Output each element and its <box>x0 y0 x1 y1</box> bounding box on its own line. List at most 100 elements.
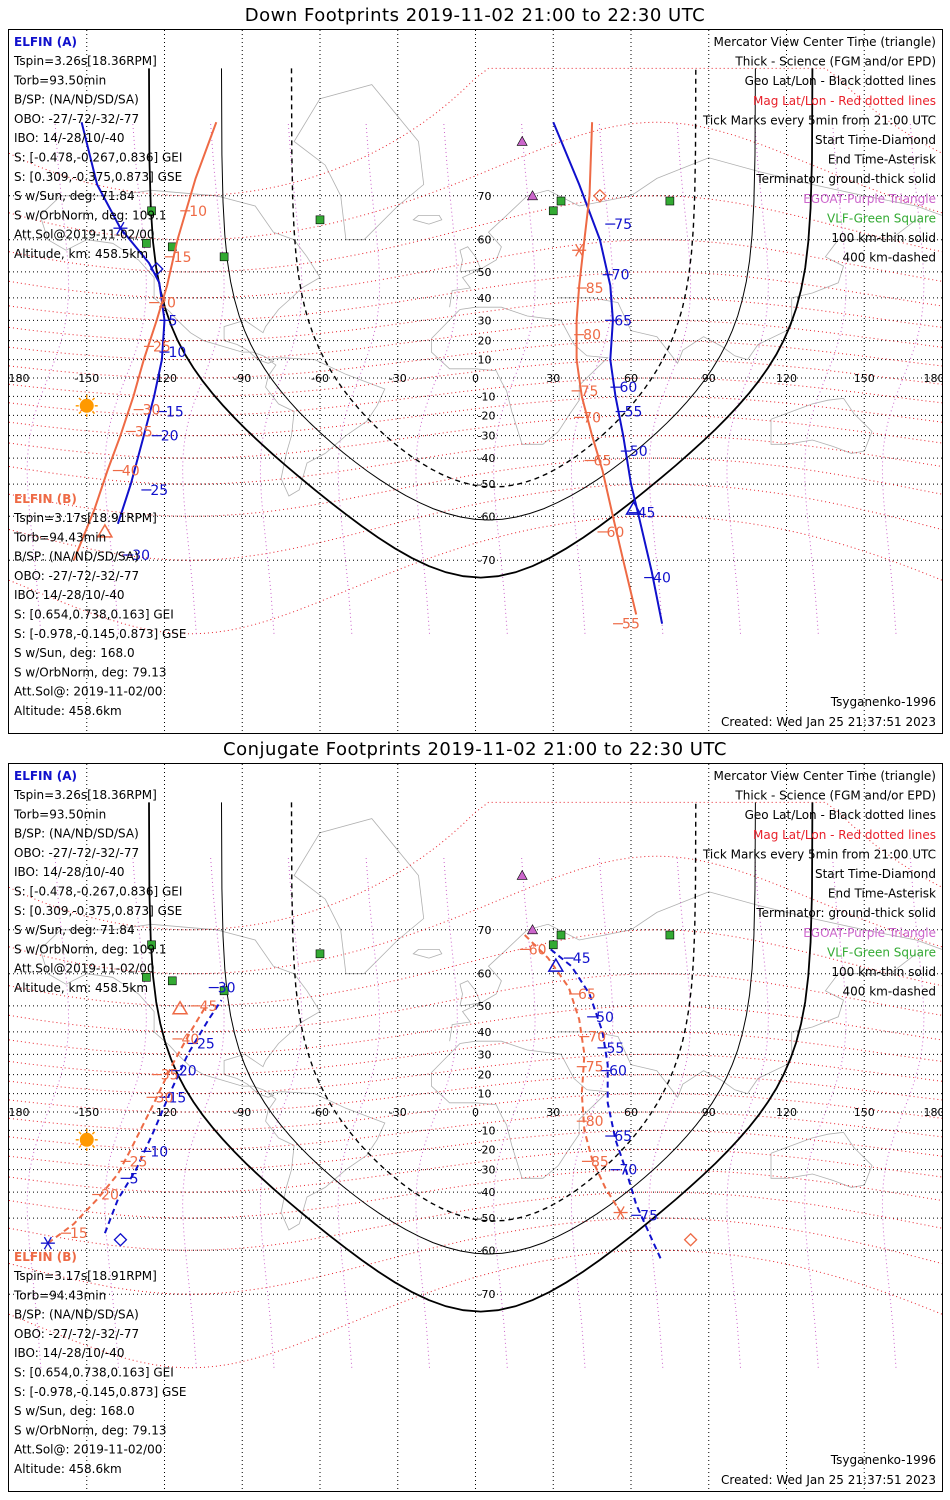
center-time-triangle <box>171 1000 189 1015</box>
sun-ray <box>91 397 96 401</box>
conjugate-footprints-panel: -180 -150 -120 -90 -60 -30 0 30 60 90 120 150 180 -70… <box>5 763 945 1492</box>
legend-entry: Mag Lat/Lon - Red dotted lines <box>753 94 936 108</box>
time-tick-label: 50 <box>596 1010 614 1026</box>
elfin-a-param: B/SP: (NA/ND/SD/SA) <box>14 827 139 841</box>
lat-tick-label: 30 <box>478 1048 492 1061</box>
lon-tick-label: -60 <box>311 372 329 385</box>
terminator-ground <box>148 802 814 1313</box>
legend-entry: Thick - Science (FGM and/or EPD) <box>734 789 936 803</box>
lat-tick-label: -10 <box>478 390 496 403</box>
coastline-outline <box>459 246 482 273</box>
lon-tick-label: -60 <box>311 1106 329 1119</box>
egoat-marker <box>527 924 539 935</box>
mag-latitude-line <box>8 67 943 197</box>
lon-tick-label: -180 <box>9 1106 29 1119</box>
mag-latitude-line <box>8 1005 943 1055</box>
elfin-a-param: S: [-0.478,-0.267,0.836] GEI <box>14 151 182 165</box>
time-tick-label: 80 <box>586 1114 604 1130</box>
mag-longitude-line <box>726 122 769 634</box>
lon-tick-label: 180 <box>924 1106 943 1119</box>
sun-ray <box>91 1131 96 1135</box>
elfin-b-param: S w/Sun, deg: 168.0 <box>14 1404 135 1418</box>
legend-entry: Start Time-Diamond <box>815 133 936 147</box>
mag-latitude-line <box>8 435 943 485</box>
mag-latitude-line <box>8 340 943 379</box>
legend-entry: Mag Lat/Lon - Red dotted lines <box>753 828 936 842</box>
coastline-outline <box>265 1091 386 1231</box>
mag-longitude-line <box>337 122 381 634</box>
elfin-b-param: IBO: 14/-28/10/-40 <box>14 1346 125 1360</box>
elfin-b-param: OBO: -27/-72/-32/-77 <box>14 569 139 583</box>
terminator-400km <box>290 68 697 488</box>
lon-tick-label: -120 <box>152 1106 177 1119</box>
time-tick-label: 60 <box>609 1064 627 1080</box>
map-plot: -180 -150 -120 -90 -60 -30 0 30 60 90 120 150 180 -70… <box>5 30 945 733</box>
sun-ray <box>78 1144 82 1149</box>
lat-tick-label: -60 <box>478 510 496 523</box>
legend-entry: Tick Marks every 5min from 21:00 UTC <box>702 847 936 861</box>
elfin-a-param: S w/Sun, deg: 71.84 <box>14 189 135 203</box>
coastline-outline <box>431 1040 609 1179</box>
elfin-a-header: ELFIN (A) <box>14 35 77 49</box>
lat-tick-label: 50 <box>478 266 492 279</box>
elfin-a-param: IBO: 14/-28/10/-40 <box>14 131 125 145</box>
lat-tick-label: 20 <box>478 335 492 348</box>
vlf-station-marker <box>147 940 156 950</box>
time-tick-label: 15 <box>169 1090 187 1106</box>
lon-tick-label: 0 <box>472 1106 479 1119</box>
time-tick-label: 70 <box>583 410 601 426</box>
time-tick-label: 70 <box>588 1030 606 1046</box>
elfin-a-param: S: [0.309,-0.375,0.873] GSE <box>14 170 182 184</box>
lat-tick-label: -50 <box>478 478 496 491</box>
coastline-outline <box>449 157 943 308</box>
time-tick-label: 10 <box>169 345 187 361</box>
elfin-b-param: Altitude: 458.6km <box>14 1462 122 1476</box>
egoat-marker <box>516 869 528 880</box>
info-text: ELFIN (A) Tspin=3.26s[18.36RPM] Torb=93.50… <box>13 769 936 1487</box>
time-tick-label: 20 <box>101 1188 119 1204</box>
egoat-marker <box>527 190 539 201</box>
lat-tick-label: 40 <box>478 292 492 305</box>
vlf-station-marker <box>556 930 566 940</box>
mag-latitude-line <box>8 1148 943 1193</box>
time-tick-label: 20 <box>161 429 179 445</box>
end-time-asterisk <box>616 1206 625 1219</box>
axis-labels: -180 -150 -120 -90 -60 -30 0 30 60 90 120 150 180 -70… <box>5 190 945 567</box>
time-tick-label: 45 <box>573 951 591 967</box>
legend-entry: Start Time-Diamond <box>815 867 936 881</box>
elfin-a-param: Torb=93.50min <box>13 73 106 87</box>
terminator-100km <box>221 68 756 521</box>
time-tick-label: 45 <box>638 506 656 522</box>
elfin-b-param: S w/Sun, deg: 168.0 <box>14 646 135 660</box>
vlf-station-marker <box>548 940 558 950</box>
created-timestamp: Created: Wed Jan 25 21:37:51 2023 <box>721 1473 936 1487</box>
mag-longitude-line <box>26 856 70 1368</box>
legend-entry: Geo Lat/Lon - Black dotted lines <box>745 808 936 822</box>
start-time-diamond <box>683 1232 698 1247</box>
lon-tick-label: 180 <box>924 372 943 385</box>
sun-ray <box>78 397 82 401</box>
elfin-b-param: IBO: 14/-28/10/-40 <box>14 588 125 602</box>
sun-ray <box>91 410 96 415</box>
time-tick-label: 65 <box>594 454 612 470</box>
lon-tick-label: 60 <box>624 372 638 385</box>
mag-latitude-line <box>8 973 943 1033</box>
elfin-b-param: S: [-0.978,-0.145,0.873] GSE <box>14 627 187 641</box>
lat-tick-label: 60 <box>478 234 492 247</box>
elfin-a-param: Torb=93.50min <box>13 807 106 821</box>
mag-latitude-line <box>8 395 943 437</box>
time-tick-label: 5 <box>169 313 178 329</box>
time-tick-label: 60 <box>619 380 637 396</box>
coastline-outline <box>293 84 425 241</box>
axis-labels: -180 -150 -120 -90 -60 -30 0 30 60 90 120 150 180 -70… <box>5 924 945 1301</box>
vlf-station-marker <box>315 949 325 959</box>
legend-entry: 400 km-dashed <box>842 985 936 999</box>
mag-longitude-line <box>259 856 303 1368</box>
legend-entry: Mercator View Center Time (triangle) <box>714 35 936 49</box>
lat-tick-label: 60 <box>478 968 492 981</box>
end-time-asterisk <box>43 1236 52 1250</box>
map-plot: -180 -150 -120 -90 -60 -30 0 30 60 90 120 150 180 -70… <box>5 764 945 1491</box>
mag-latitude-line <box>8 1129 943 1171</box>
vlf-station-marker <box>665 196 675 206</box>
elfin-a-param: S w/OrbNorm, deg: 109.1 <box>14 208 166 222</box>
